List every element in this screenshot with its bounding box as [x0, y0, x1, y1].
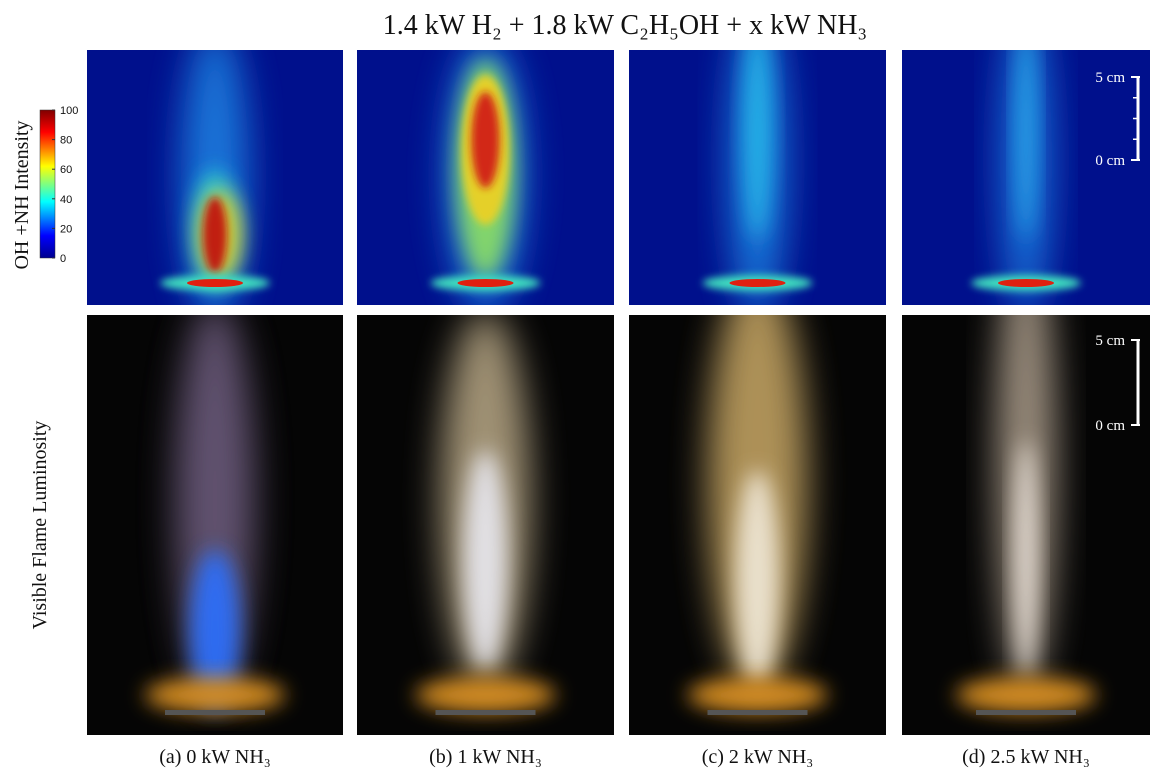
- scale-label: 5 cm: [1095, 70, 1125, 86]
- colorbar-tick-label: 40: [60, 194, 72, 206]
- flame: [744, 20, 772, 240]
- base-ring: [458, 279, 514, 287]
- base-ring: [998, 279, 1054, 287]
- photo-panel: [902, 230, 1150, 735]
- oh-panel: [87, 25, 343, 325]
- burner: [436, 710, 536, 715]
- flame-base: [956, 677, 1096, 713]
- panel-caption: (d) 2.5 kW NH₃: [962, 746, 1090, 768]
- figure: 1.4 kW H₂ + 1.8 kW C₂H₅OH + x kW NH₃ OH …: [0, 0, 1150, 770]
- oh-panel: [357, 35, 614, 315]
- colorbar: [40, 110, 55, 258]
- colorbar-tick-label: 100: [60, 105, 78, 117]
- colorbar-tick-label: 0: [60, 253, 66, 265]
- flame: [736, 470, 780, 690]
- colorbar-tick-label: 80: [60, 135, 72, 147]
- photo-panel: [357, 310, 614, 735]
- photo-panel: [629, 270, 886, 735]
- panels: [87, 0, 1150, 735]
- panel-caption: (c) 2 kW NH₃: [702, 746, 814, 768]
- burner: [165, 710, 265, 715]
- base-ring: [187, 279, 243, 287]
- colorbar-tick-label: 20: [60, 223, 72, 235]
- scale-label: 0 cm: [1095, 153, 1125, 169]
- flame: [1016, 20, 1036, 240]
- flame-base: [416, 677, 556, 713]
- flame-base: [688, 677, 828, 713]
- burner: [976, 710, 1076, 715]
- flame-base: [145, 677, 285, 713]
- panel-caption: (b) 1 kW NH₃: [429, 746, 542, 768]
- figure-title: 1.4 kW H₂ + 1.8 kW C₂H₅OH + x kW NH₃: [383, 10, 867, 41]
- row-label: Visible Flame Luminosity: [29, 421, 51, 630]
- burner: [708, 710, 808, 715]
- row-label: OH +NH Intensity: [11, 120, 33, 269]
- photo-panel: [87, 300, 343, 735]
- base-ring: [730, 279, 786, 287]
- scale-label: 0 cm: [1095, 418, 1125, 434]
- panel-caption: (a) 0 kW NH₃: [159, 746, 271, 768]
- flame: [1014, 440, 1038, 680]
- flame: [203, 197, 227, 273]
- flame: [464, 450, 508, 670]
- oh-panel: [629, 0, 886, 320]
- flame: [472, 92, 500, 188]
- scale-label: 5 cm: [1095, 333, 1125, 349]
- colorbar-tick-label: 60: [60, 164, 72, 176]
